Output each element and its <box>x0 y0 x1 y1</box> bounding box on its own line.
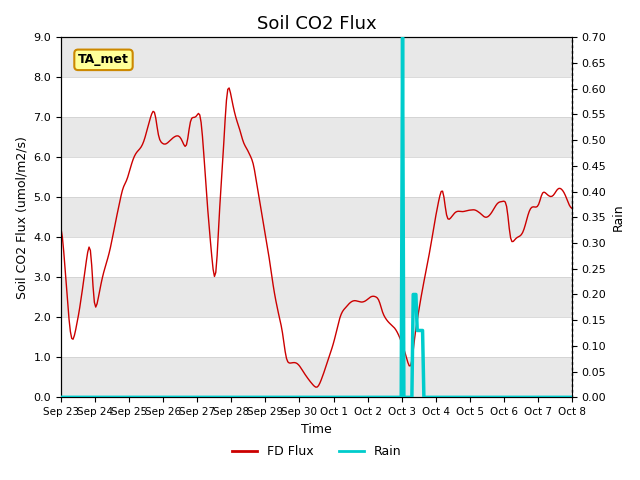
Legend: FD Flux, Rain: FD Flux, Rain <box>227 440 406 463</box>
Bar <box>61 197 572 237</box>
Y-axis label: Soil CO2 Flux (umol/m2/s): Soil CO2 Flux (umol/m2/s) <box>15 136 28 299</box>
Bar <box>61 117 572 157</box>
Y-axis label: Rain: Rain <box>612 204 625 231</box>
Bar <box>61 37 572 77</box>
X-axis label: Time: Time <box>301 422 332 436</box>
Bar <box>61 277 572 317</box>
Title: Soil CO2 Flux: Soil CO2 Flux <box>257 15 376 33</box>
Text: TA_met: TA_met <box>78 53 129 66</box>
Bar <box>61 357 572 397</box>
